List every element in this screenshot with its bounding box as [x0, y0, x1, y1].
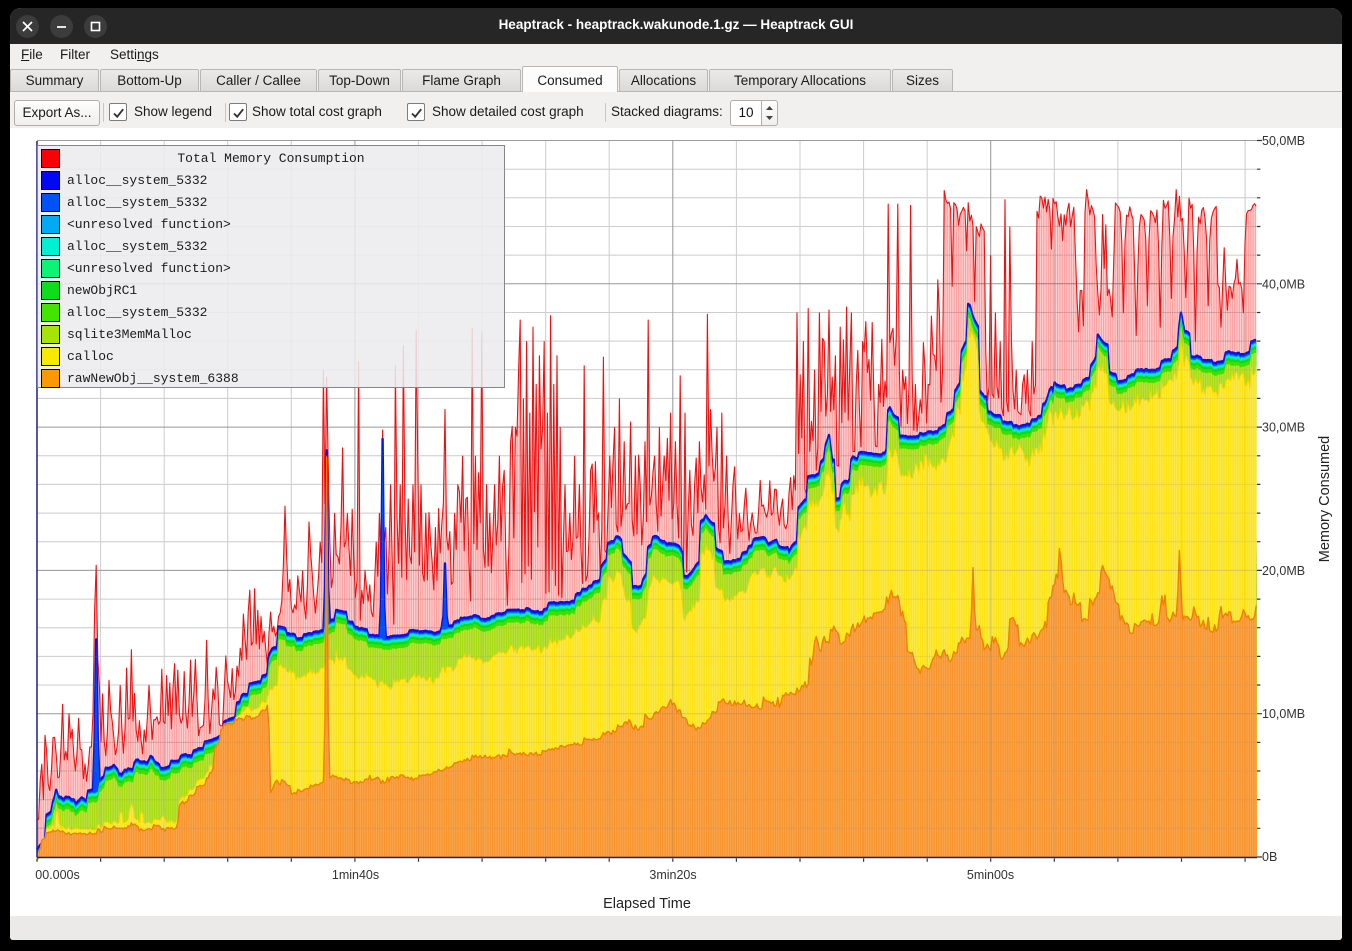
svg-text:0B: 0B	[1262, 850, 1277, 864]
svg-text:3min20s: 3min20s	[649, 868, 696, 882]
svg-text:50,0MB: 50,0MB	[1262, 134, 1305, 148]
svg-text:00.000s: 00.000s	[35, 868, 79, 882]
svg-text:40,0MB: 40,0MB	[1262, 277, 1305, 291]
svg-text:5min00s: 5min00s	[967, 868, 1014, 882]
svg-text:20,0MB: 20,0MB	[1262, 564, 1305, 578]
svg-text:Memory Consumed: Memory Consumed	[1317, 436, 1333, 563]
svg-text:10,0MB: 10,0MB	[1262, 707, 1305, 721]
svg-text:Elapsed Time: Elapsed Time	[603, 896, 691, 912]
svg-text:30,0MB: 30,0MB	[1262, 421, 1305, 435]
svg-text:1min40s: 1min40s	[332, 868, 379, 882]
